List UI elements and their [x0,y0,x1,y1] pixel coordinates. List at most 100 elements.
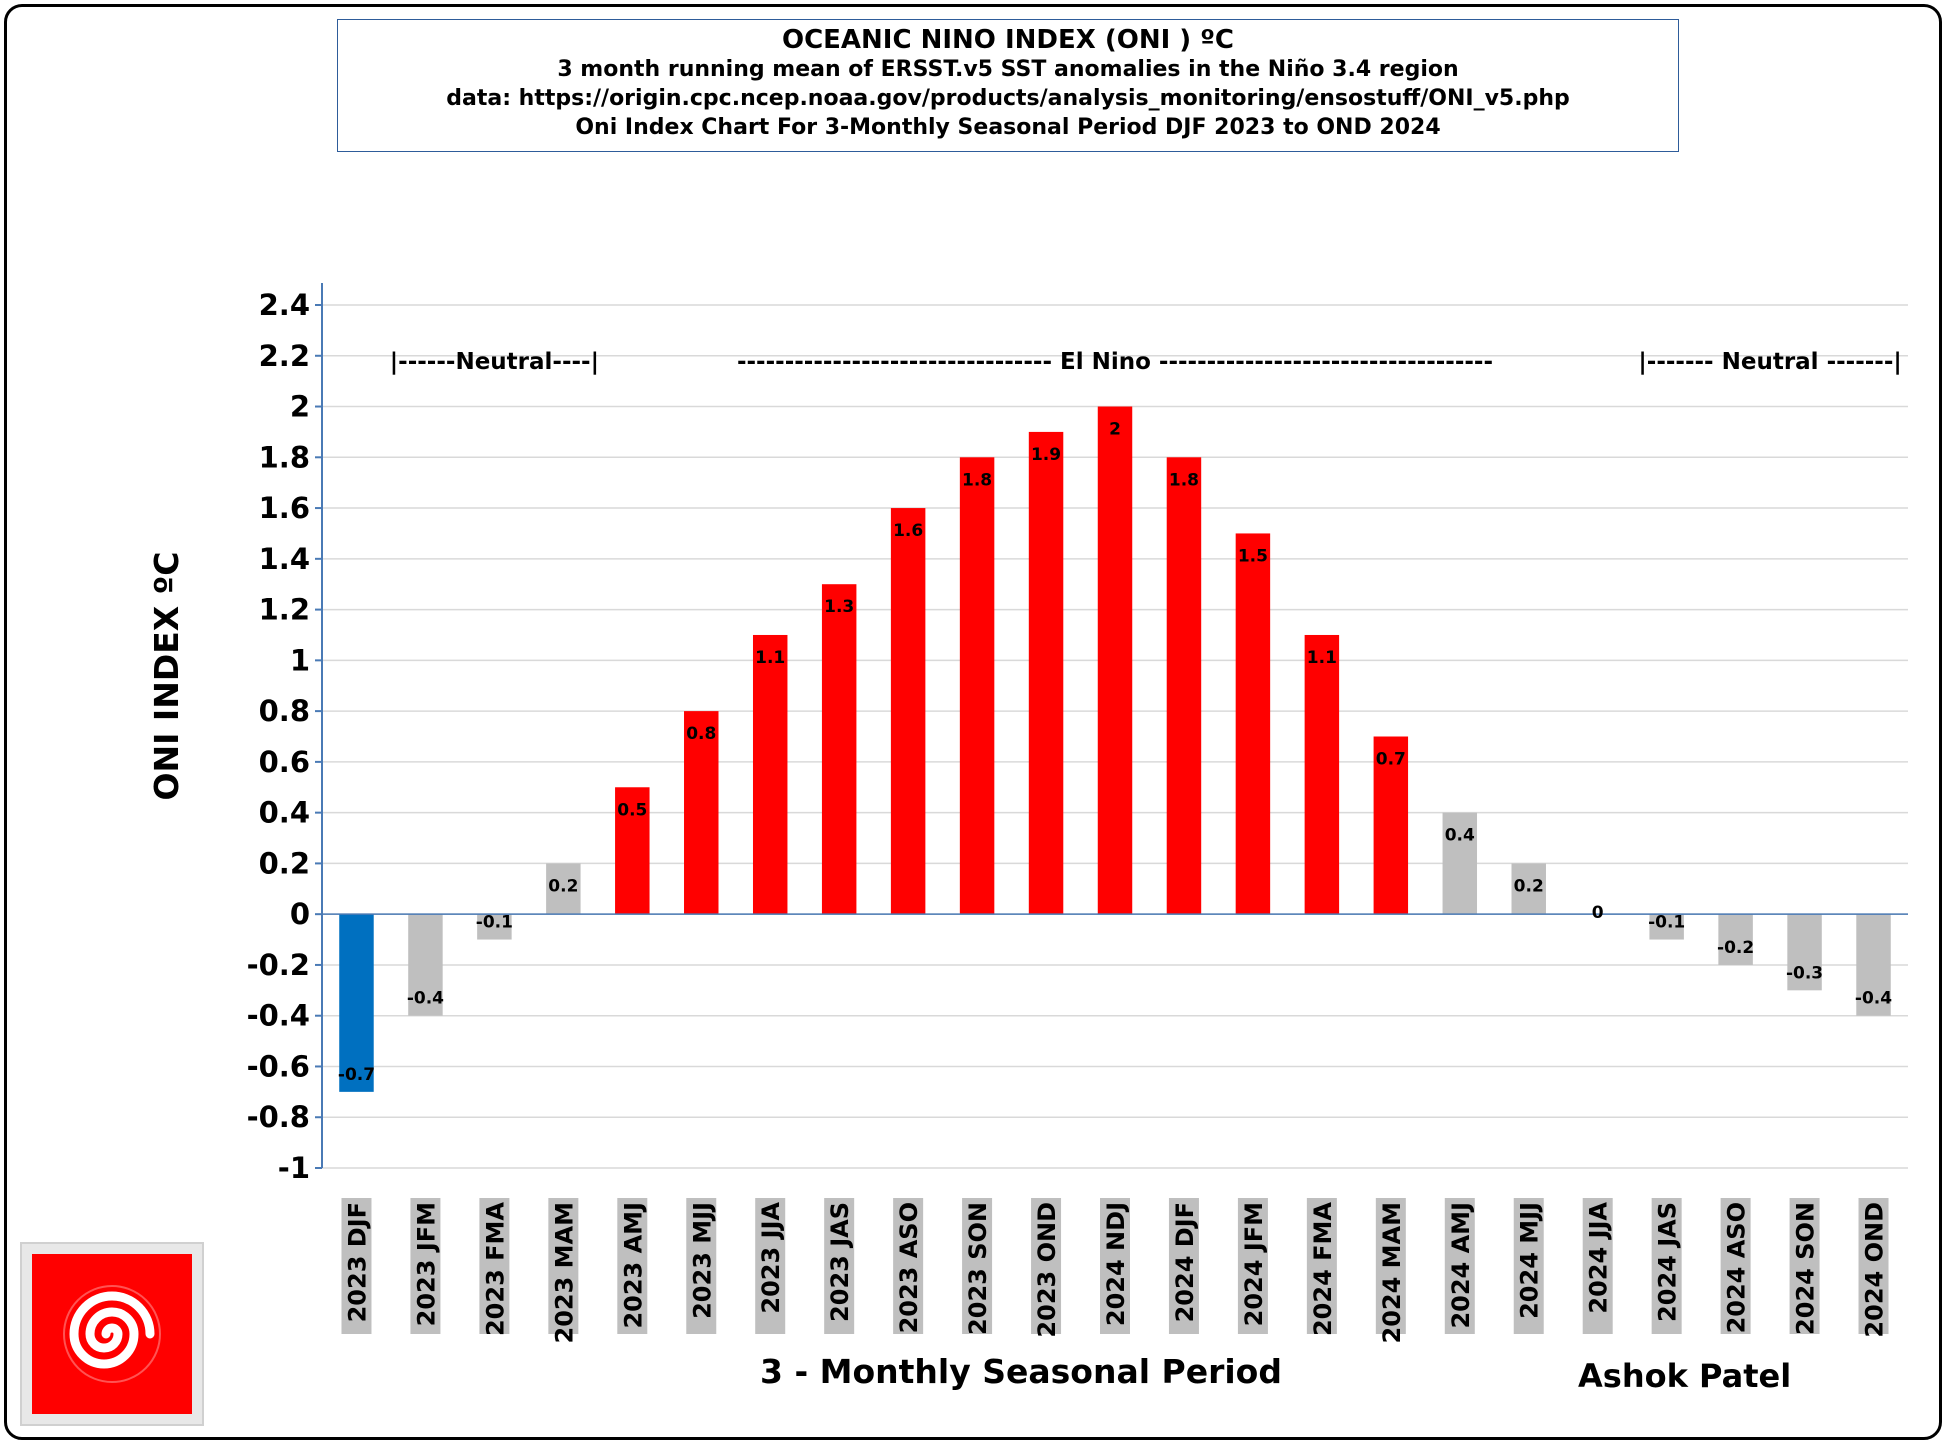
bars [339,406,1891,1092]
y-tick-label: 2.4 [259,288,310,322]
y-tick-label: 1.6 [259,491,310,525]
bar [477,914,512,940]
category-label: 2023 JAS [826,1202,854,1322]
category-label-bg [479,1198,510,1334]
category-label-bg [962,1198,993,1334]
data-label: -0.1 [476,913,513,933]
category-label: 2024 FMA [1309,1202,1337,1336]
category-label: 2024 AMJ [1447,1202,1475,1329]
category-label-bg [1513,1198,1544,1334]
bar [408,914,443,1016]
bar [546,863,581,915]
category-label: 2024 JJA [1585,1202,1613,1314]
category-label-bg [548,1198,579,1334]
category-label: 2024 MAM [1378,1202,1406,1344]
category-label-bg [1031,1198,1062,1334]
data-label: 0.7 [1376,750,1406,770]
category-label-bg [686,1198,717,1334]
category-label-bg [755,1198,786,1334]
bar [684,711,719,915]
bar [1373,736,1409,915]
y-tick-label: 1.4 [259,542,310,576]
bar [1856,914,1891,1016]
axes [315,283,1908,1169]
y-tick-label: -0.4 [247,999,310,1033]
data-label: 0.2 [548,876,578,896]
data-label: -0.4 [1855,989,1892,1009]
category-label-bg [341,1198,372,1334]
y-tick-label: 0.2 [259,846,310,880]
spiral-logo-icon [63,1285,161,1383]
chart-subtitle: 3 month running mean of ERSST.v5 SST ano… [557,57,1459,82]
bar [1304,634,1340,915]
y-tick-label: 1 [290,643,310,677]
category-label: 2024 MJJ [1516,1202,1544,1319]
bar [1787,914,1822,991]
bar [959,457,995,915]
title-box: OCEANIC NINO INDEX (ONI ) ºC 3 month run… [337,19,1679,152]
category-label-bg [1858,1198,1889,1334]
y-tick-label: 1.2 [259,593,310,627]
data-label: -0.3 [1786,963,1823,983]
data-label: 0.8 [686,724,716,744]
data-label: -0.1 [1648,913,1685,933]
category-label-bg [1651,1198,1682,1334]
category-label-bg [1100,1198,1130,1334]
y-tick-label: 0.6 [259,745,310,779]
data-label: -0.4 [407,989,444,1009]
category-label: 2023 MAM [550,1202,578,1344]
author-name: Ashok Patel [1578,1357,1792,1395]
data-label: 1.3 [824,597,854,617]
category-label-bg [1444,1198,1475,1334]
data-label: 0.5 [617,800,647,820]
data-source: data: https://origin.cpc.ncep.noaa.gov/p… [446,86,1570,111]
data-label: 1.6 [893,521,923,541]
category-label: 2023 FMA [481,1202,509,1336]
category-label: 2023 AMJ [619,1202,647,1329]
chart-title: OCEANIC NINO INDEX (ONI ) ºC [781,25,1234,55]
phase-annotation: |------Neutral----| [390,349,599,375]
category-label: 2024 JAS [1654,1202,1682,1322]
data-label: 0 [1592,903,1604,923]
y-tick-label: -0.8 [247,1100,310,1134]
category-label: 2024 NDJ [1102,1202,1130,1326]
bar [1166,457,1202,915]
data-label: -0.2 [1717,938,1754,958]
bar [890,508,926,915]
bar [1442,812,1478,915]
category-label-bg [1582,1198,1613,1334]
bar [1511,863,1546,915]
bar [339,914,374,1092]
bar [1235,533,1271,915]
y-axis-title: ONI INDEX ºC [147,551,186,800]
y-tick-label: -1 [278,1151,310,1185]
data-label: 1.8 [1169,470,1199,490]
category-label: 2023 OND [1033,1202,1061,1338]
category-label-bg [1789,1198,1820,1334]
bar [1028,431,1064,915]
category-label-bg [1237,1198,1268,1334]
category-label: 2023 ASO [895,1202,923,1333]
category-label-bg [617,1198,648,1334]
y-tick-label: 0 [290,897,310,931]
labels: -1 -0.8 -0.6 -0.4 -0.2 0 0.2 0.4 0.6 0.8 1 1.2 1.4 1.… [247,288,1902,1344]
bar [1718,914,1753,965]
logo [22,1244,202,1424]
data-label: 0.4 [1445,826,1475,846]
y-tick-label: 0.8 [259,694,310,728]
bar [752,634,788,915]
category-label-bg [1720,1198,1751,1334]
y-tick-label: -0.6 [247,1049,310,1083]
category-label: 2024 ASO [1723,1202,1751,1333]
category-label: 2023 SON [964,1202,992,1335]
chart-period: Oni Index Chart For 3-Monthly Seasonal P… [575,115,1441,140]
y-tick-label: 2 [290,390,310,424]
bar [615,787,650,915]
data-label: -0.7 [338,1065,375,1085]
y-tick-label: 0.4 [259,796,310,830]
y-tick-label: 2.2 [259,339,310,373]
logo-background [32,1254,192,1414]
category-label: 2023 JJA [757,1202,785,1314]
category-label: 2023 MJJ [688,1202,716,1319]
